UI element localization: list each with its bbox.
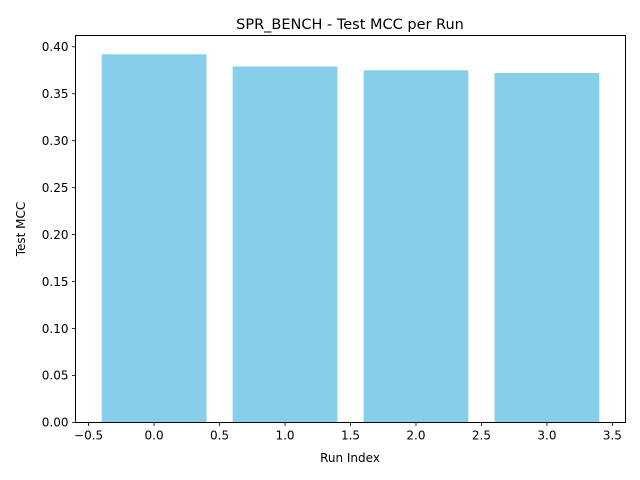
y-tick-label: 0.35 [42,87,69,101]
bars-group [101,54,600,423]
y-tick-label: 0.10 [42,322,69,336]
bar-run-3 [494,73,600,423]
x-tick-label: 1.5 [341,429,360,443]
bar-run-2 [363,70,469,423]
y-tick-label: 0.25 [42,181,69,195]
x-axis-label: Run Index [320,451,380,465]
x-tick-label: 1.0 [275,429,294,443]
y-tick-label: 0.05 [42,369,69,383]
y-tick-label: 0.15 [42,275,69,289]
x-tick-label: 3.0 [537,429,556,443]
bar-run-0 [101,54,207,423]
y-tick-label: 0.20 [42,228,69,242]
y-tick-label: 0.00 [42,416,69,430]
x-tick-label: 2.0 [406,429,425,443]
x-axis: −0.5 0.0 0.5 1.0 1.5 2.0 2.5 3.0 3.5 [74,422,622,443]
x-tick-label: 0.5 [210,429,229,443]
x-tick-label: −0.5 [74,429,103,443]
bar-run-1 [232,66,338,423]
x-tick-label: 2.5 [472,429,491,443]
y-axis-label: Test MCC [14,202,28,258]
y-tick-label: 0.30 [42,134,69,148]
chart-title: SPR_BENCH - Test MCC per Run [236,17,464,33]
x-tick-label: 0.0 [145,429,164,443]
y-tick-label: 0.40 [42,40,69,54]
x-tick-label: 3.5 [603,429,622,443]
y-axis: 0.00 0.05 0.10 0.15 0.20 0.25 0.30 0.35 0.40 [42,40,76,430]
